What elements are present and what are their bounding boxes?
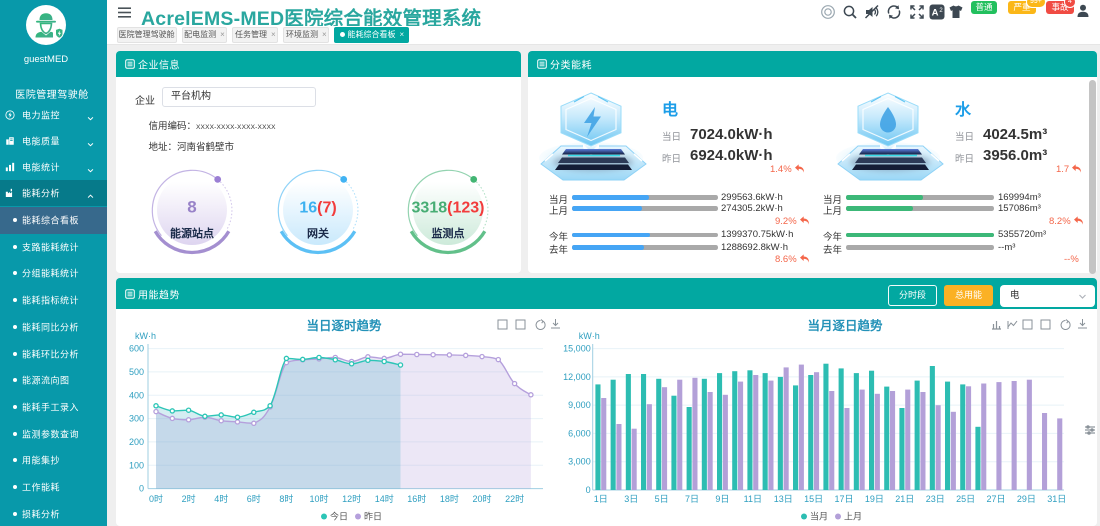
svg-text:19日: 19日 [865, 494, 884, 504]
svg-text:上月: 上月 [844, 512, 862, 522]
svg-text:kW·h: kW·h [579, 331, 600, 341]
svg-text:15日: 15日 [804, 494, 823, 504]
svg-text:17日: 17日 [834, 494, 853, 504]
svg-text:11日: 11日 [744, 494, 762, 504]
svg-text:16时: 16时 [407, 493, 426, 504]
svg-text:2: 2 [939, 8, 943, 14]
svg-text:300: 300 [129, 414, 144, 424]
svg-text:21日: 21日 [895, 494, 914, 504]
svg-text:27日: 27日 [986, 494, 1005, 504]
svg-text:13日: 13日 [774, 494, 793, 504]
svg-text:昨日: 昨日 [364, 511, 382, 522]
svg-text:监测点: 监测点 [431, 226, 464, 240]
svg-text:当月: 当月 [810, 511, 828, 522]
svg-text:23日: 23日 [926, 494, 945, 504]
svg-text:500: 500 [129, 367, 144, 377]
svg-text:20时: 20时 [472, 493, 491, 504]
svg-text:1日: 1日 [594, 494, 608, 504]
svg-text:当日逐时趋势: 当日逐时趋势 [306, 318, 382, 333]
svg-text:网关: 网关 [307, 226, 329, 240]
svg-text:今日: 今日 [330, 511, 348, 522]
svg-text:200: 200 [129, 437, 144, 447]
svg-text:600: 600 [129, 344, 144, 354]
svg-text:12,000: 12,000 [563, 372, 591, 382]
svg-text:5日: 5日 [655, 494, 669, 504]
svg-text:14时: 14时 [375, 493, 394, 504]
svg-text:29日: 29日 [1017, 494, 1036, 504]
svg-text:0时: 0时 [149, 493, 163, 504]
svg-text:15,000: 15,000 [563, 344, 591, 354]
svg-text:A: A [932, 8, 939, 19]
svg-text:9,000: 9,000 [568, 400, 591, 410]
svg-text:9日: 9日 [715, 494, 729, 504]
svg-text:当月逐日趋势: 当月逐日趋势 [807, 318, 883, 333]
svg-text:能源站点: 能源站点 [170, 226, 214, 240]
svg-text:3318(123): 3318(123) [411, 199, 484, 216]
svg-text:12时: 12时 [342, 493, 361, 504]
svg-text:0: 0 [139, 484, 144, 494]
svg-text:7日: 7日 [685, 494, 699, 504]
svg-text:8时: 8时 [279, 493, 293, 504]
svg-text:6,000: 6,000 [568, 428, 591, 438]
svg-text:31日: 31日 [1047, 494, 1066, 504]
svg-text:22时: 22时 [505, 493, 524, 504]
svg-text:25日: 25日 [956, 494, 975, 504]
svg-text:10时: 10时 [309, 493, 328, 504]
svg-text:4时: 4时 [214, 493, 228, 504]
svg-text:8: 8 [187, 197, 196, 216]
svg-text:100: 100 [129, 460, 144, 470]
svg-text:0: 0 [586, 485, 591, 495]
svg-text:6时: 6时 [247, 493, 261, 504]
svg-text:3日: 3日 [624, 494, 638, 504]
svg-text:3,000: 3,000 [568, 457, 591, 467]
svg-text:18时: 18时 [440, 493, 459, 504]
svg-text:16(7): 16(7) [299, 199, 336, 216]
svg-text:400: 400 [129, 390, 144, 400]
svg-text:2时: 2时 [182, 493, 196, 504]
svg-text:kW·h: kW·h [135, 331, 156, 341]
